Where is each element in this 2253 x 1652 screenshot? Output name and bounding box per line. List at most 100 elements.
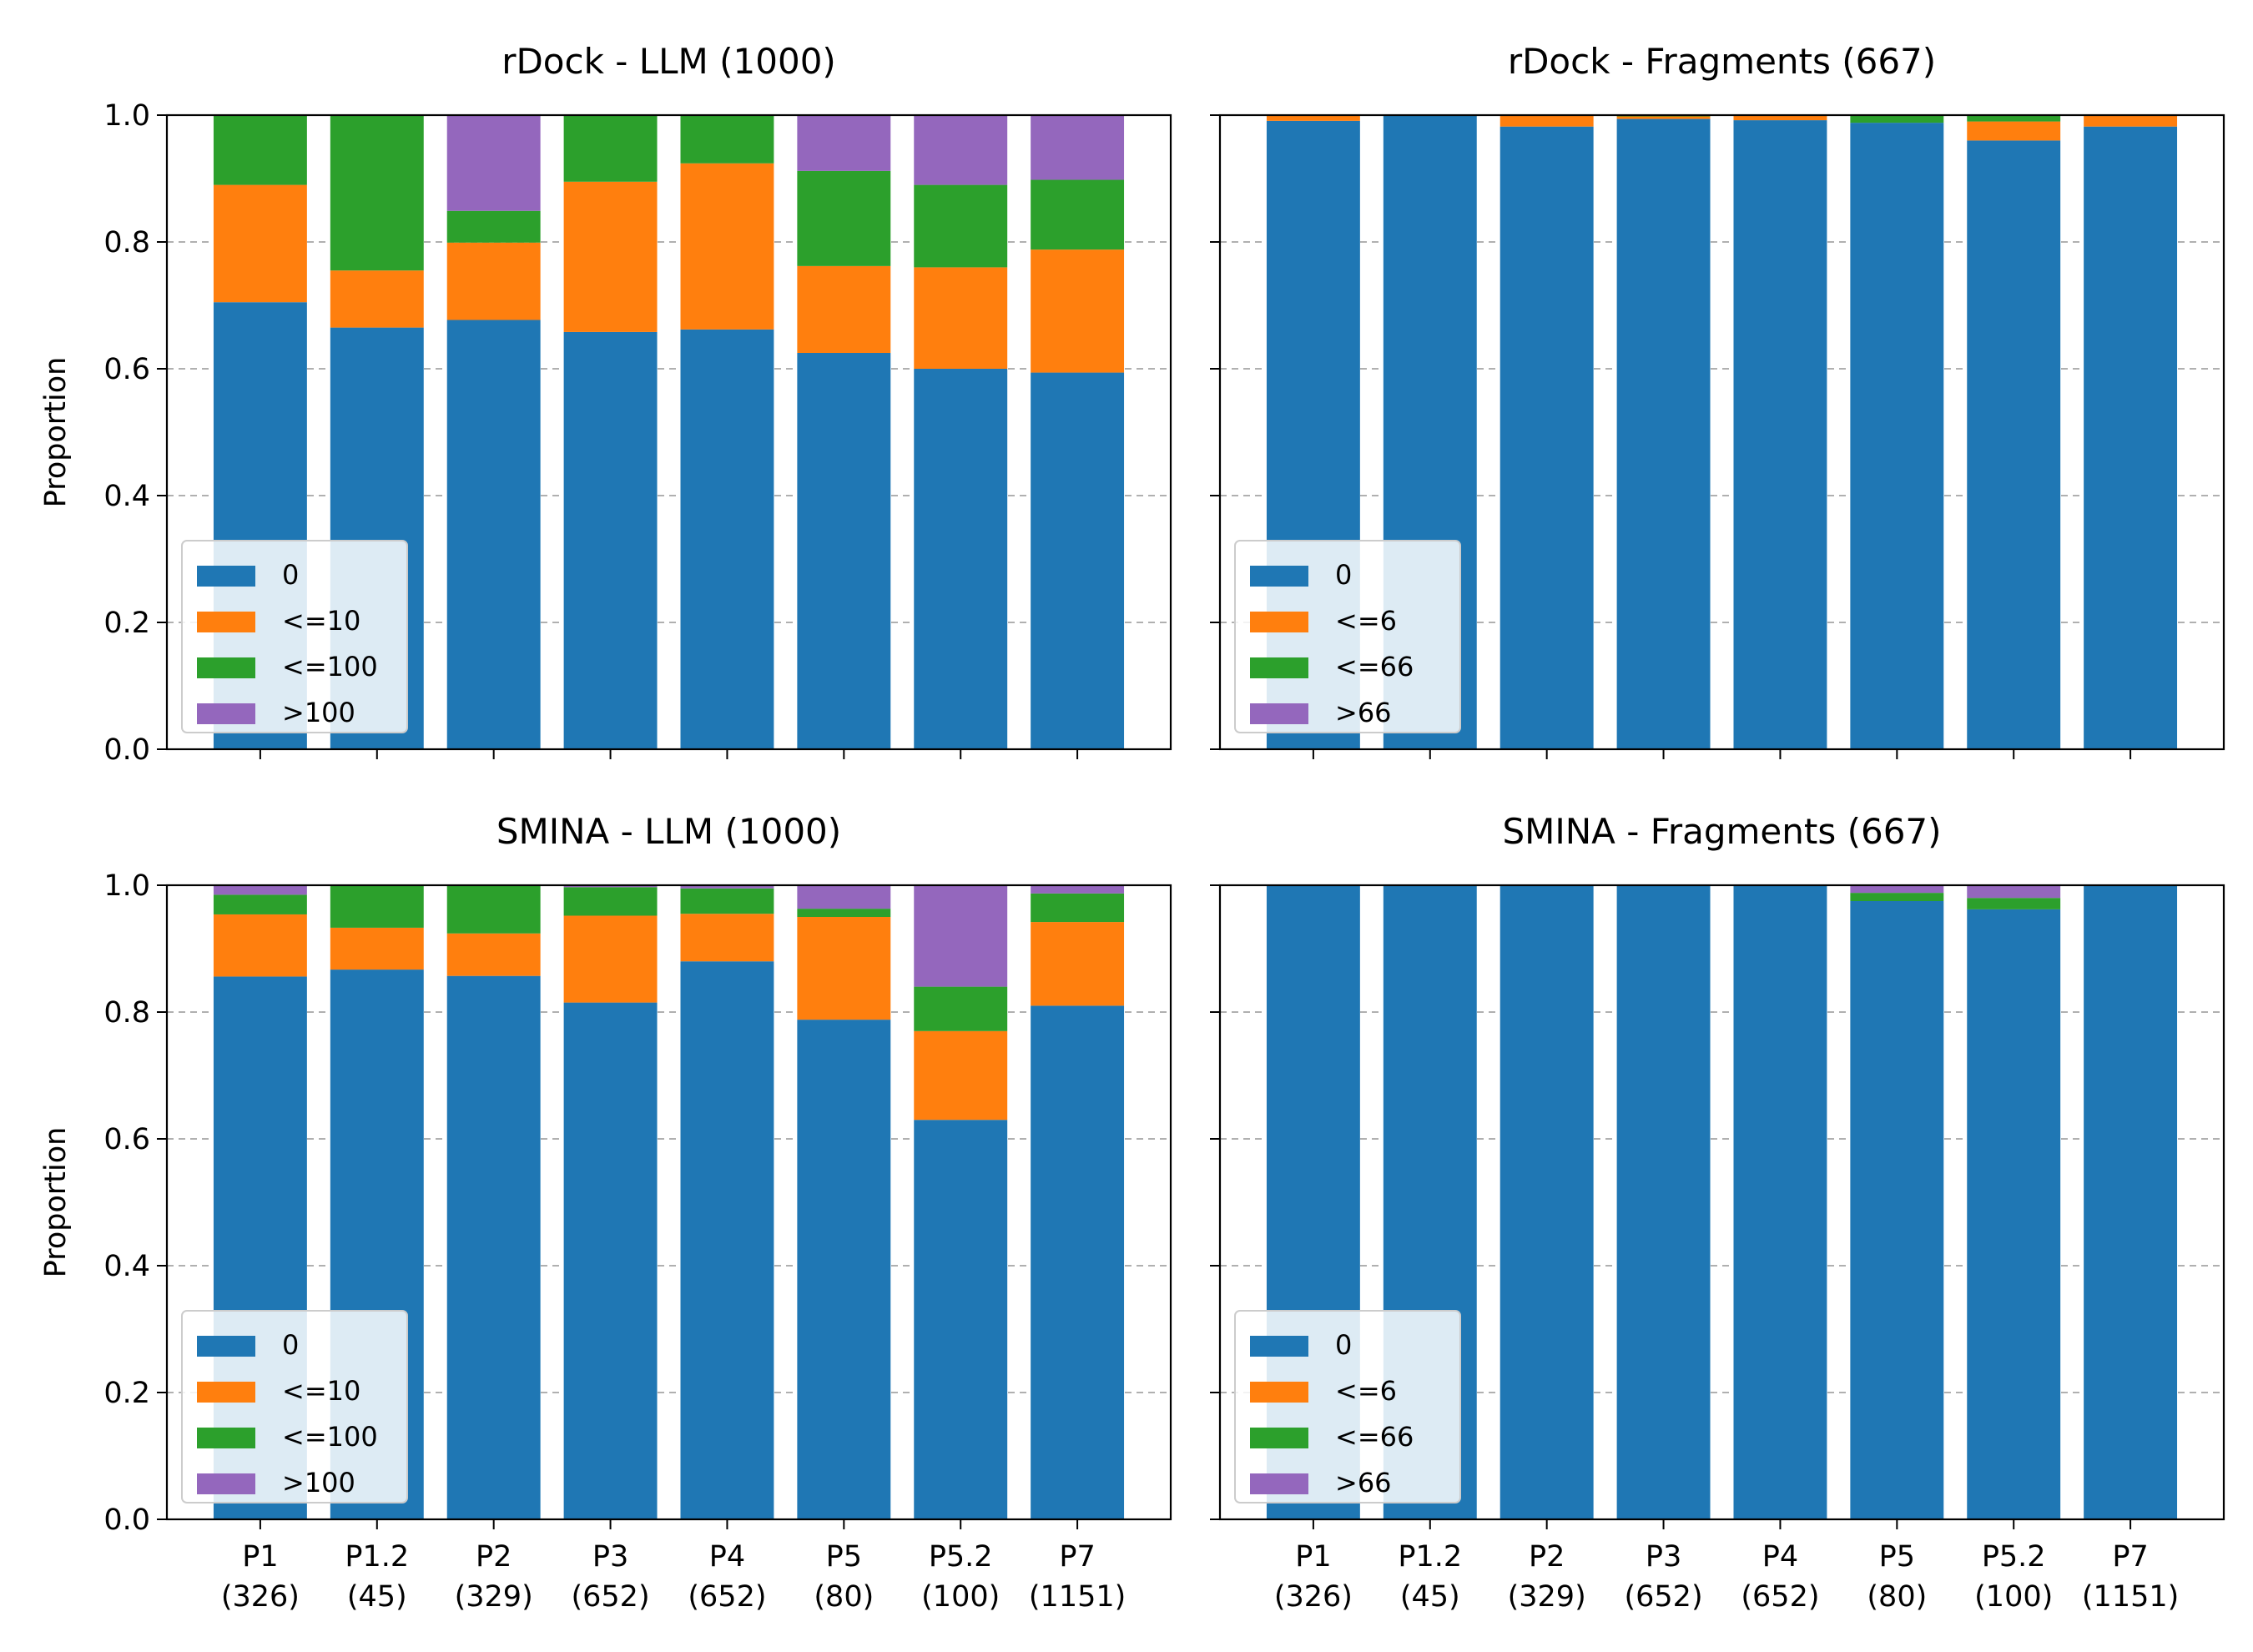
- bar-segment: [680, 115, 774, 164]
- x-tick-label: P1: [242, 1540, 278, 1574]
- x-tick-count: (329): [1508, 1580, 1586, 1614]
- legend-label: <=66: [1335, 651, 1414, 682]
- bar-segment: [797, 265, 891, 353]
- panel-title: rDock - LLM (1000): [502, 41, 836, 82]
- bar-segment: [914, 369, 1008, 749]
- bar-segment: [1733, 885, 1827, 1519]
- legend-box: [1234, 1310, 1461, 1503]
- bar-segment: [563, 115, 658, 182]
- bar-segment: [213, 894, 307, 914]
- bar-segment: [914, 986, 1008, 1031]
- x-tick-label: P4: [709, 1540, 745, 1574]
- legend-swatch: [197, 1473, 255, 1494]
- bar-segment: [563, 915, 658, 1003]
- bar-segment: [1031, 249, 1125, 373]
- x-tick-label: P3: [1646, 1540, 1681, 1574]
- y-tick-label: 0.8: [103, 996, 150, 1030]
- bar-segment: [914, 1030, 1008, 1121]
- y-tick-label: 0.6: [103, 1123, 150, 1156]
- x-tick-label: P2: [476, 1540, 512, 1574]
- x-tick-count: (45): [1400, 1580, 1460, 1614]
- y-tick-label: 0.2: [103, 607, 150, 640]
- bar-segment: [914, 267, 1008, 369]
- legend-swatch: [197, 612, 255, 632]
- bar-segment: [446, 210, 541, 243]
- bar-segment: [797, 917, 891, 1020]
- bar-segment: [1499, 126, 1594, 749]
- bar-segment: [1850, 901, 1944, 1519]
- legend-label: 0: [282, 1329, 299, 1361]
- bar-segment: [1499, 115, 1594, 127]
- x-tick-label: P5.2: [1982, 1540, 2046, 1574]
- legend-swatch: [197, 1336, 255, 1357]
- legend-label: <=100: [282, 1421, 378, 1453]
- bar-segment: [1967, 885, 2061, 899]
- bar-segment: [680, 888, 774, 914]
- bar-segment: [1031, 115, 1125, 180]
- bar-segment: [680, 914, 774, 962]
- legend-swatch: [1250, 1473, 1308, 1494]
- bar-segment: [330, 885, 424, 928]
- bar-segment: [797, 353, 891, 749]
- panel-2: rDock - Fragments (667) 0 <=6 <=66 >66: [1210, 41, 2225, 759]
- bar-segment: [1967, 898, 2061, 909]
- bar-segment: [563, 331, 658, 749]
- x-tick-label: P7: [2112, 1540, 2148, 1574]
- x-tick-count: (652): [571, 1580, 649, 1614]
- legend-swatch: [1250, 657, 1308, 678]
- y-tick-label: 0.4: [103, 480, 150, 513]
- y-axis-label: Proportion: [39, 357, 73, 508]
- legend-label: <=66: [1335, 1421, 1414, 1453]
- legend-swatch: [1250, 1428, 1308, 1448]
- y-tick-label: 0.0: [103, 733, 150, 767]
- y-tick-label: 0.0: [103, 1503, 150, 1537]
- bar-segment: [1031, 922, 1125, 1006]
- x-tick-label: P1.2: [1398, 1540, 1462, 1574]
- bar-segment: [1031, 372, 1125, 749]
- bar-segment: [563, 1002, 658, 1519]
- bar-segment: [797, 115, 891, 171]
- y-tick-label: 1.0: [103, 99, 150, 133]
- bar-segment: [213, 914, 307, 977]
- bar-segment: [1850, 123, 1944, 749]
- panel-3: 0.0 0.2 0.4 0.6 0.8 1.0 P1 (326) P1.2 (45) P2 (329)…: [39, 811, 1172, 1614]
- bar-segment: [330, 270, 424, 328]
- legend: 0 <=6 <=66 >66: [1234, 540, 1461, 733]
- legend-swatch: [1250, 1336, 1308, 1357]
- axes-frame: [1218, 113, 2225, 751]
- legend: 0 <=10 <=100 >100: [181, 540, 408, 733]
- bar-segment: [1850, 893, 1944, 901]
- bar-segment: [563, 181, 658, 332]
- bar-segment: [446, 242, 541, 320]
- bar-segment: [2084, 126, 2178, 749]
- x-tick-count: (100): [1974, 1580, 2053, 1614]
- bar-segment: [1733, 120, 1827, 749]
- bar-segment: [680, 329, 774, 749]
- axes-frame: [1218, 884, 2225, 1521]
- bar-segment: [2084, 115, 2178, 127]
- legend-label: >66: [1335, 697, 1392, 728]
- x-tick-count: (1151): [2082, 1580, 2179, 1614]
- x-tick-label: P5.2: [929, 1540, 993, 1574]
- y-tick-label: 0.4: [103, 1250, 150, 1283]
- legend-swatch: [197, 1382, 255, 1403]
- bar-segment: [914, 1120, 1008, 1519]
- y-axis-label: Proportion: [39, 1127, 73, 1278]
- x-tick-label: P3: [592, 1540, 628, 1574]
- bar-segment: [1031, 1005, 1125, 1519]
- x-tick-count: (326): [1274, 1580, 1353, 1614]
- bar-segment: [680, 163, 774, 330]
- x-tick-label: P5: [826, 1540, 862, 1574]
- x-tick-label: P4: [1762, 1540, 1798, 1574]
- bar-segment: [446, 885, 541, 934]
- legend-label: 0: [1335, 1329, 1352, 1361]
- legend-label: <=6: [1335, 1375, 1397, 1407]
- bar-segment: [680, 885, 774, 889]
- bar-segment: [1031, 179, 1125, 250]
- legend-box: [181, 1310, 408, 1503]
- bar-segment: [1499, 885, 1594, 1519]
- legend-box: [1234, 540, 1461, 733]
- bar-segment: [797, 170, 891, 266]
- bar-segment: [914, 115, 1008, 185]
- y-tick-label: 0.2: [103, 1377, 150, 1410]
